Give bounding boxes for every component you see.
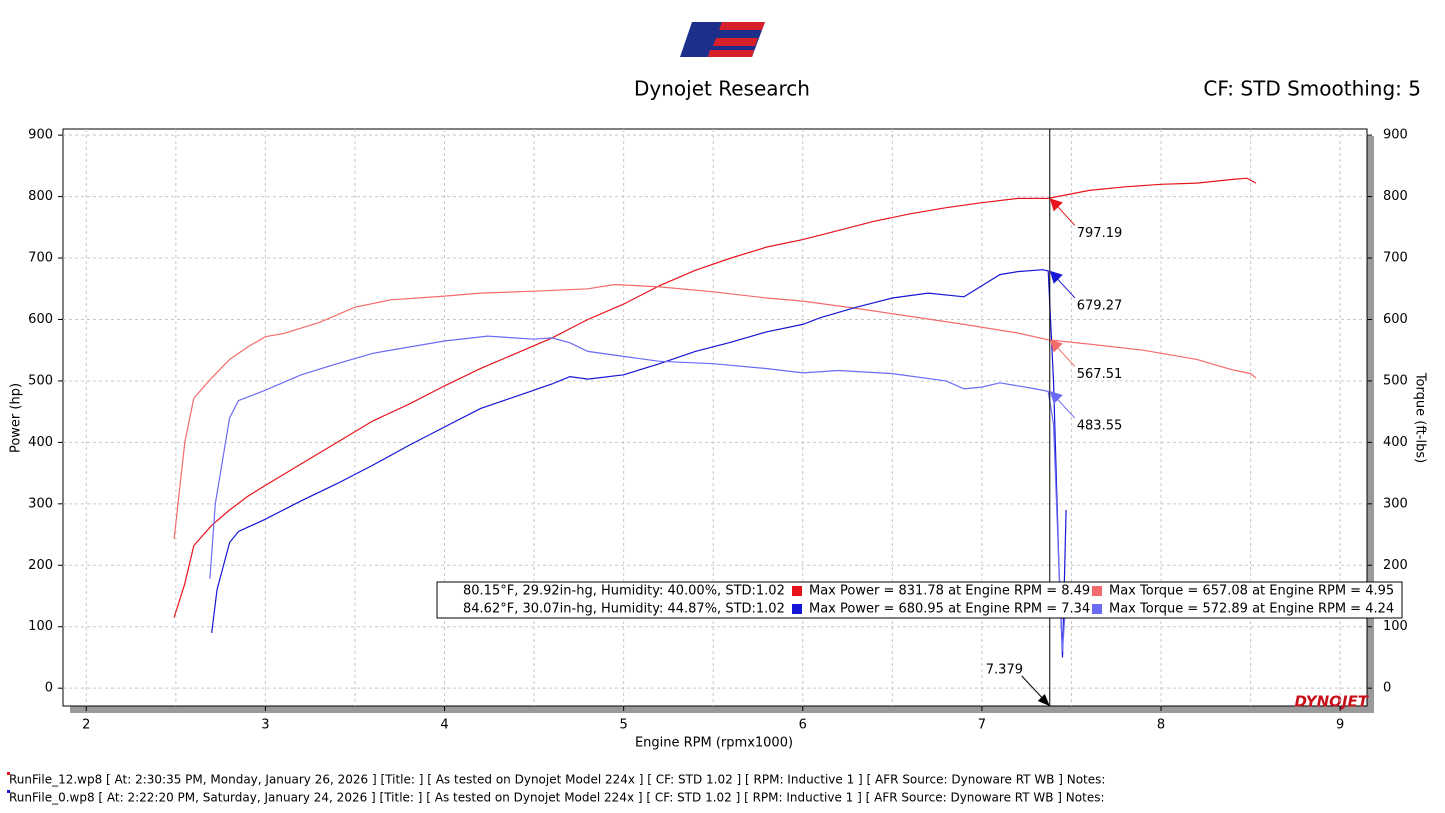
y2-tick-label: 100	[1383, 619, 1408, 634]
plot-area	[62, 128, 1368, 707]
y-tick-label: 300	[28, 496, 53, 511]
y2-tick-label: 500	[1383, 373, 1408, 388]
y2-tick-label: 200	[1383, 558, 1408, 573]
x-tick-label: 6	[799, 718, 807, 733]
legend-torque: Max Torque = 657.08 at Engine RPM = 4.95	[1109, 584, 1394, 599]
annotation-label: 679.27	[1077, 298, 1123, 313]
annotation-label: 567.51	[1077, 367, 1123, 382]
y-tick-label: 800	[28, 189, 53, 204]
annotation-arrow-head	[1049, 270, 1063, 284]
annotation-label: 797.19	[1077, 226, 1123, 241]
annotation-arrow-head	[1049, 198, 1063, 212]
chart-title: Dynojet Research	[634, 77, 810, 101]
footer-line: RunFile_12.wp8 [ At: 2:30:35 PM, Monday,…	[9, 773, 1105, 787]
legend-conditions: 84.62°F, 30.07in-hg, Humidity: 44.87%, S…	[463, 602, 785, 617]
y-tick-label: 900	[28, 128, 53, 143]
annotation-arrow-head	[1049, 391, 1063, 405]
cursor-label: 7.379	[986, 663, 1023, 678]
y-tick-label: 600	[28, 312, 53, 327]
cursor-arrow-head	[1037, 694, 1050, 706]
x-tick-label: 5	[620, 718, 628, 733]
legend-power: Max Power = 680.95 at Engine RPM = 7.34	[809, 602, 1090, 617]
y-tick-label: 400	[28, 435, 53, 450]
y2-tick-label: 600	[1383, 312, 1408, 327]
x-tick-label: 7	[978, 718, 986, 733]
legend-torque: Max Torque = 572.89 at Engine RPM = 4.24	[1109, 602, 1394, 617]
legend-swatch	[1092, 586, 1102, 596]
y-tick-label: 500	[28, 373, 53, 388]
x-axis-label: Engine RPM (rpmx1000)	[635, 736, 793, 751]
y2-tick-label: 0	[1383, 681, 1391, 696]
legend-conditions: 80.15°F, 29.92in-hg, Humidity: 40.00%, S…	[463, 584, 785, 599]
legend-box	[436, 581, 1403, 619]
y2-tick-label: 400	[1383, 435, 1408, 450]
y2-tick-label: 800	[1383, 189, 1408, 204]
legend-power: Max Power = 831.78 at Engine RPM = 8.49	[809, 584, 1090, 599]
series-line	[209, 335, 1067, 652]
x-tick-label: 8	[1157, 718, 1165, 733]
x-tick-label: 3	[261, 718, 269, 733]
x-tick-label: 4	[440, 718, 448, 733]
annotation-label: 483.55	[1077, 419, 1123, 434]
y2-tick-label: 700	[1383, 251, 1408, 266]
y2-axis-label: Torque (ft-lbs)	[1413, 372, 1428, 463]
y-tick-label: 200	[28, 558, 53, 573]
annotation-arrow-head	[1049, 339, 1063, 353]
chart-subtitle: CF: STD Smoothing: 5	[1203, 77, 1421, 101]
legend-swatch	[792, 604, 802, 614]
x-tick-label: 9	[1336, 718, 1344, 733]
y2-tick-label: 300	[1383, 496, 1408, 511]
footer-marker	[7, 772, 10, 775]
logo	[680, 22, 765, 57]
brand-logo: DYNOJET	[1294, 693, 1369, 711]
y-tick-label: 0	[45, 681, 53, 696]
x-tick-label: 2	[82, 718, 90, 733]
series-line	[173, 177, 1257, 618]
y-axis-label: Power (hp)	[9, 383, 24, 453]
legend: 80.15°F, 29.92in-hg, Humidity: 40.00%, S…	[436, 581, 1403, 619]
y2-tick-label: 900	[1383, 128, 1408, 143]
legend-swatch	[792, 586, 802, 596]
y-tick-label: 700	[28, 251, 53, 266]
y-tick-label: 100	[28, 619, 53, 634]
series-line	[211, 269, 1067, 658]
legend-swatch	[1092, 604, 1102, 614]
footer-line: RunFile_0.wp8 [ At: 2:22:20 PM, Saturday…	[9, 791, 1105, 805]
footer-marker	[7, 790, 10, 793]
series-line	[173, 283, 1257, 539]
